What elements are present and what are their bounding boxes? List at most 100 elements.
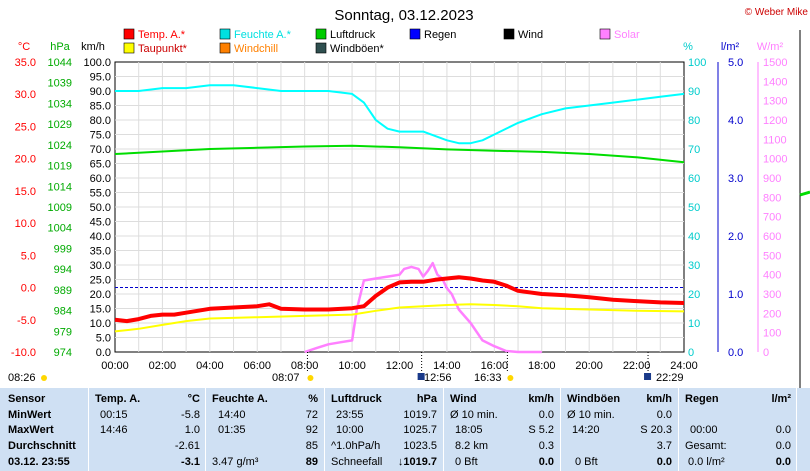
humidity-axis-unit: %: [683, 41, 693, 53]
wind-tick-label: 100.0: [83, 57, 111, 69]
temp-tick-label: 35.0: [15, 57, 36, 69]
solar-tick-label: 800: [763, 192, 781, 204]
row-label-min: MinWert: [8, 409, 52, 421]
pressure-line: [114, 144, 685, 164]
legend-label: Regen: [424, 29, 456, 41]
wind-r2-value: S 5.2: [528, 424, 554, 436]
solar-tick-label: 1200: [763, 115, 787, 127]
legend-swatch: [315, 28, 327, 40]
pressure-current-value: ↓1019.7: [397, 456, 437, 468]
legend-swatch: [315, 42, 327, 54]
humidity-tick-label: 0: [688, 347, 694, 359]
pressure-tick-label: 1039: [48, 78, 72, 90]
wind-r1-value: 0.0: [538, 409, 554, 421]
temp-tick-label: 5.0: [21, 250, 36, 262]
temp-tick-label: 10.0: [15, 218, 36, 230]
humidity-tick-label: 30: [688, 260, 700, 272]
wind-tick-label: 35.0: [90, 246, 111, 258]
legend-label: Windböen*: [330, 43, 385, 55]
x-tick-label: 08:00: [291, 360, 319, 372]
temp-tick-label: -5.0: [17, 315, 36, 327]
moonrise-label: 12:56: [424, 372, 452, 384]
x-tick-label: 00:00: [101, 360, 129, 372]
moonset-label: 22:29: [656, 372, 684, 384]
x-tick-label: 12:00: [386, 360, 414, 372]
solar-tick-label: 300: [763, 289, 781, 301]
rain-tick-label: 4.0: [728, 115, 743, 127]
wind-tick-label: 60.0: [90, 173, 111, 185]
solar-tick-label: 600: [763, 231, 781, 243]
wind-tick-label: 30.0: [90, 260, 111, 272]
humidity-tick-label: 90: [688, 86, 700, 98]
pressure-axis-unit: hPa: [50, 41, 70, 53]
humidity-min-time: 14:40: [218, 409, 246, 421]
humidity-tick-label: 20: [688, 289, 700, 301]
humidity-tick-label: 50: [688, 202, 700, 214]
gust-r2-label: 14:20: [572, 424, 600, 436]
humidity-abs-value: 3.47 g/m³: [212, 456, 259, 468]
temp-tick-label: 30.0: [15, 89, 36, 101]
grid: [114, 61, 685, 353]
row-label-avg: Durchschnitt: [8, 440, 76, 452]
pressure-tick-label: 1009: [48, 202, 72, 214]
wind-r4-value: 0.0: [538, 456, 554, 468]
pressure-weather-label: Schneefall: [331, 456, 383, 468]
pressure-tick-label: 1029: [48, 119, 72, 131]
humidity-max-time: 01:35: [218, 424, 246, 436]
sensor-header: Sensor: [8, 393, 46, 405]
gust-r3-value: 3.7: [656, 440, 672, 452]
wind-tick-label: 65.0: [90, 159, 111, 171]
sunset-label: 16:33: [474, 372, 502, 384]
pressure-min-value: 1019.7: [403, 409, 437, 421]
solar-tick-label: 1100: [763, 134, 787, 146]
temp-max-value: 1.0: [184, 424, 200, 436]
gust-r1-value: 0.0: [656, 409, 672, 421]
temp-unit: °C: [187, 393, 200, 405]
wind-tick-label: 10.0: [90, 318, 111, 330]
gust-header: Windböen: [567, 393, 621, 405]
humidity-unit: %: [308, 393, 318, 405]
humidity-tick-label: 70: [688, 144, 700, 156]
pressure-tick-label: 1044: [48, 57, 72, 69]
dawn-label: 08:26: [8, 372, 36, 384]
right-edge-fragment: [799, 30, 810, 388]
solar-tick-label: 1000: [763, 154, 787, 166]
sunrise-icon: [307, 375, 314, 381]
x-tick-label: 22:00: [623, 360, 651, 372]
wind-r2-label: 18:05: [455, 424, 483, 436]
legend-swatch: [123, 28, 135, 40]
legend-label: Solar: [614, 29, 640, 41]
solar-tick-label: 900: [763, 173, 781, 185]
wind-axis-unit: km/h: [81, 41, 105, 53]
series-layer: [114, 84, 685, 354]
wind-tick-label: 5.0: [96, 333, 111, 345]
solar-line: [304, 261, 542, 354]
wind-tick-label: 15.0: [90, 304, 111, 316]
axes: 35.0 30.0 25.0 20.0 15.0 10.0 5.0 0.0 -5.0 -10.0 1…: [11, 57, 788, 372]
pressure-max-value: 1025.7: [403, 424, 437, 436]
pressure-tick-label: 1019: [48, 161, 72, 173]
wind-tick-label: 85.0: [90, 101, 111, 113]
chart-title: Sonntag, 03.12.2023: [334, 7, 473, 24]
temp-header: Temp. A.: [95, 393, 141, 405]
humidity-tick-label: 80: [688, 115, 700, 127]
wind-tick-label: 90.0: [90, 86, 111, 98]
legend-swatch: [599, 28, 611, 40]
dawn-sun-icon: [41, 375, 47, 381]
temp-max-time: 14:46: [100, 424, 128, 436]
pressure-unit: hPa: [416, 393, 437, 405]
stats-table: Sensor MinWert MaxWert Durchschnitt 03.1…: [0, 388, 810, 471]
solar-axis-unit: W/m²: [757, 41, 784, 53]
legend-swatch: [503, 28, 515, 40]
pressure-trend-label: ^1.0hPa/h: [331, 440, 381, 452]
wind-unit: km/h: [528, 393, 554, 405]
pressure-min-time: 23:55: [336, 409, 364, 421]
temp-min-value: -5.8: [181, 409, 200, 421]
wind-tick-label: 55.0: [90, 188, 111, 200]
wind-tick-label: 95.0: [90, 72, 111, 84]
humidity-tick-label: 40: [688, 231, 700, 243]
legend-label: Taupunkt*: [138, 43, 188, 55]
x-tick-label: 14:00: [433, 360, 461, 372]
weather-chart: Sonntag, 03.12.2023 © Weber Mike °C hPa …: [8, 7, 810, 388]
x-tick-label: 18:00: [528, 360, 556, 372]
